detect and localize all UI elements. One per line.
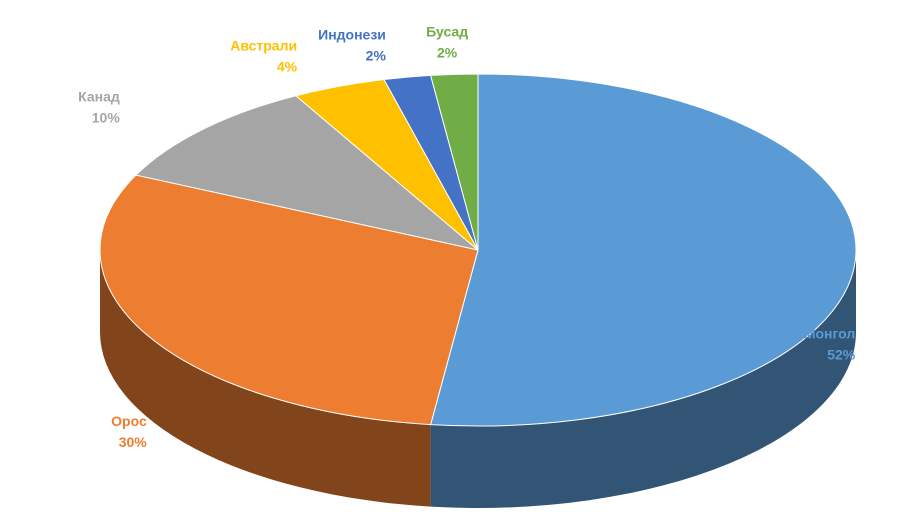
- pie-slice: [429, 73, 857, 427]
- category-label: Канад: [78, 89, 120, 105]
- category-label: Индонези: [318, 27, 386, 43]
- value-label: 30%: [119, 434, 148, 450]
- category-label: Бусад: [426, 23, 468, 39]
- pie-slice: [134, 95, 479, 251]
- category-label: Австрали: [230, 38, 297, 54]
- value-label: 4%: [277, 59, 298, 75]
- pie-slice: [429, 73, 479, 251]
- category-label: Орос: [111, 413, 147, 429]
- value-label: 10%: [92, 110, 121, 126]
- value-label: 2%: [366, 48, 387, 64]
- value-label: 52%: [827, 347, 856, 363]
- category-label: Монгол: [804, 326, 855, 342]
- pie-side: [100, 250, 431, 507]
- pie-side: [430, 250, 856, 508]
- value-label: 2%: [437, 44, 458, 60]
- pie-slice: [99, 174, 479, 426]
